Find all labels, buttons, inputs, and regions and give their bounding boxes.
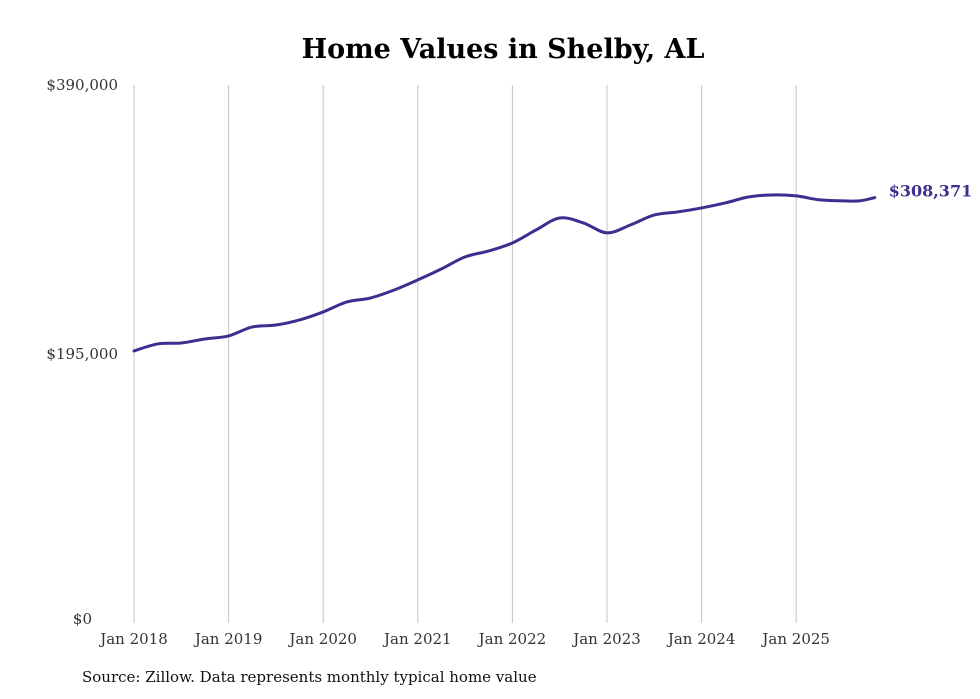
x-tick-label: Jan 2024 [666,630,736,648]
source-note: Source: Zillow. Data represents monthly … [82,668,537,686]
x-tick-label: Jan 2018 [98,630,168,648]
y-tick-label: $390,000 [46,76,118,94]
x-tick-label: Jan 2025 [760,630,830,648]
y-tick-label: $195,000 [46,345,118,363]
x-tick-label: Jan 2023 [571,630,641,648]
end-value-label: $308,371 [889,182,973,201]
series-line [132,193,877,353]
x-tick-label: Jan 2019 [193,630,263,648]
gridlines [133,85,797,623]
x-tick-label: Jan 2022 [477,630,547,648]
y-tick-label: $0 [73,610,92,628]
x-tick-label: Jan 2021 [382,630,452,648]
x-axis: Jan 2018 Jan 2019 Jan 2020 Jan 2021 Jan 2022… [98,630,830,648]
x-tick-label: Jan 2020 [287,630,357,648]
chart-title: Home Values in Shelby, AL [302,34,705,65]
y-axis: $0 $195,000 $390,000 [46,76,118,628]
